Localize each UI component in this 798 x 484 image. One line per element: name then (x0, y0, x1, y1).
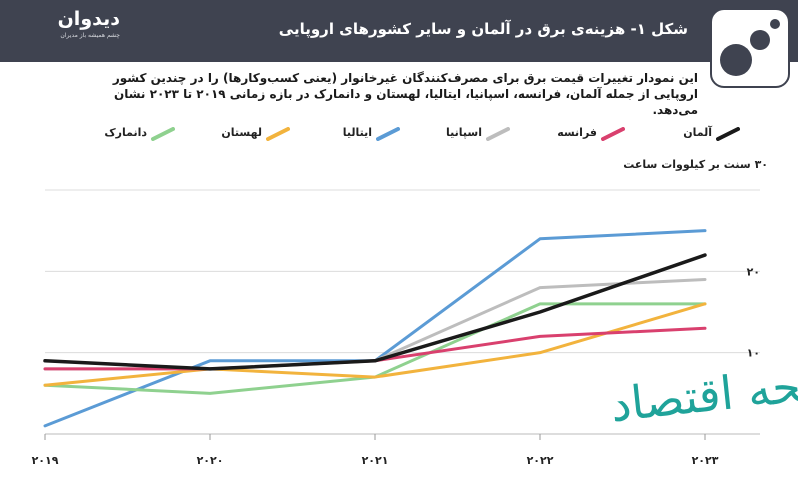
legend-swatch-spain (486, 127, 510, 141)
legend-swatch-denmark (151, 127, 175, 141)
legend-item-italy: ایتالیا (320, 124, 400, 144)
legend-item-denmark: دانمارک (95, 124, 175, 144)
legend-swatch-poland (266, 127, 290, 141)
series-line-germany (43, 253, 707, 371)
brand: دیدوان چشم همیشه باز مدیران (10, 8, 120, 54)
series-line-italy (43, 229, 707, 428)
legend-label-denmark: دانمارک (104, 126, 147, 139)
series-line-france (43, 326, 707, 371)
legend-label-spain: اسپانیا (446, 126, 482, 139)
x-tick-label-2019: ۲۰۱۹ (32, 454, 59, 467)
legend-item-poland: لهستان (210, 124, 290, 144)
x-tick-label-2023: ۲۰۲۳ (692, 454, 719, 467)
legend-label-italy: ایتالیا (342, 126, 372, 139)
legend-item-spain: اسپانیا (430, 124, 510, 144)
header-bar: دیدوان چشم همیشه باز مدیران شکل ۱- هزینه… (0, 0, 798, 62)
series-line-denmark (43, 302, 707, 395)
legend-item-germany: آلمان (660, 124, 740, 144)
series-line-spain (43, 277, 707, 371)
chart-description: این نمودار تغییرات قیمت برق برای مصرف‌کن… (112, 71, 698, 117)
logo-icon (710, 8, 790, 88)
y-tick-label-20: ۲۰ (747, 265, 760, 278)
x-tick-label-2021: ۲۰۲۱ (362, 454, 389, 467)
legend-swatch-germany (716, 127, 740, 141)
legend: آلمان فرانسه اسپانیا ایتالیا لهستان دانم… (20, 124, 740, 148)
brand-tagline: چشم همیشه باز مدیران (60, 32, 120, 39)
y-tick-label-10: ۱۰ (747, 347, 760, 360)
figure-title: شکل ۱- هزینه‌ی برق در آلمان و سایر کشوره… (278, 20, 688, 38)
legend-item-france: فرانسه (545, 124, 625, 144)
series-line-poland (43, 302, 707, 387)
x-tick-label-2022: ۲۰۲۲ (527, 454, 554, 467)
legend-swatch-italy (376, 127, 400, 141)
legend-label-poland: لهستان (221, 126, 262, 139)
legend-label-france: فرانسه (557, 126, 597, 139)
x-tick-label-2020: ۲۰۲۰ (197, 454, 224, 467)
legend-swatch-france (601, 127, 625, 141)
brand-name: دیدوان (57, 8, 120, 30)
line-chart: ۲۰۱۹ ۲۰۲۰ ۲۰۲۱ ۲۰۲۲ ۲۰۲۳ ۱۰ ۲۰ (32, 189, 760, 467)
legend-label-germany: آلمان (683, 126, 712, 139)
watermark-logo: صفحه اقتصاد (608, 352, 798, 475)
y-axis-unit-label: ۳۰ سنت بر کیلووات ساعت (623, 158, 768, 171)
